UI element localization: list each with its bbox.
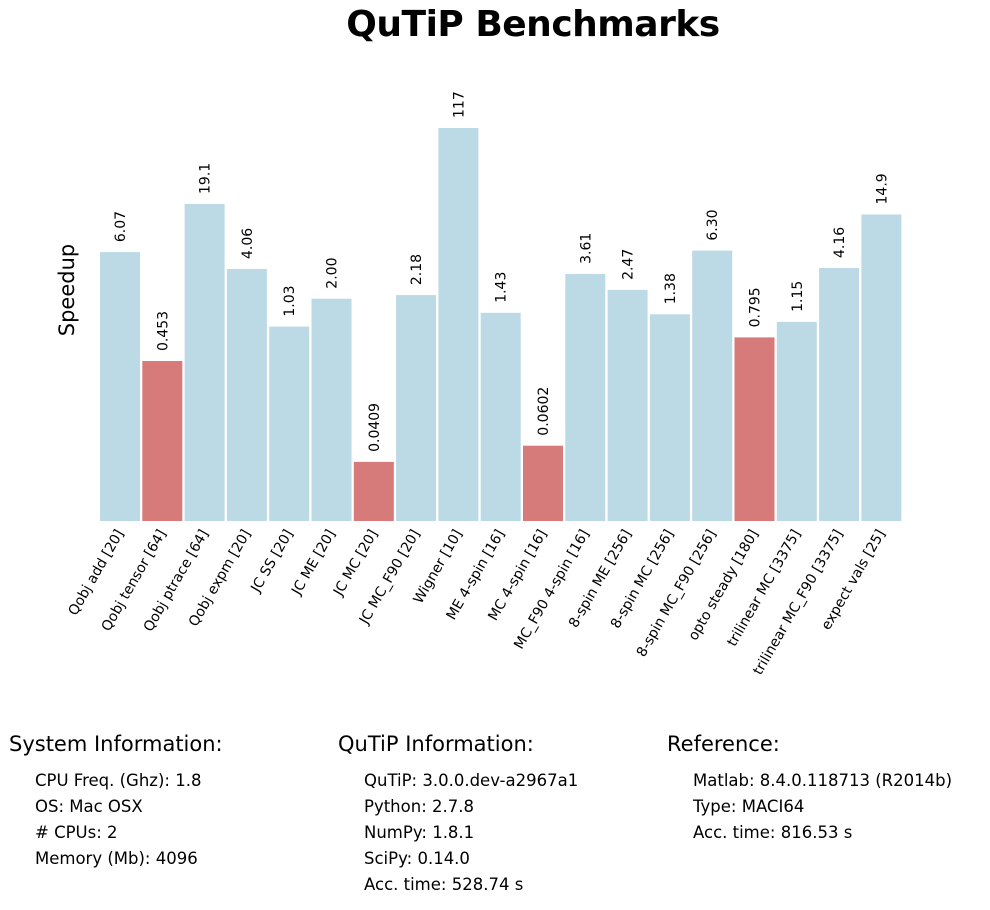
python-version-text: Python: 2.7.8 [364,797,474,816]
category-label-16: trilinear MC [3375] [724,527,804,649]
bar-0 [100,252,140,521]
cpu-count-text: # CPUs: 2 [35,823,118,842]
category-label-11: MC_F90 4-spin [16] [511,527,592,652]
bar-value-label-6: 0.0409 [367,403,383,452]
bar-10 [523,445,563,521]
bar-value-label-14: 6.30 [705,209,721,240]
bar-5 [311,298,352,521]
bar-2 [184,204,225,521]
reference-title: Reference: [667,732,780,756]
bar-value-label-10: 0.0602 [536,387,552,436]
memory-text: Memory (Mb): 4096 [35,849,198,868]
system-information-title: System Information: [9,732,223,756]
bar-3 [226,269,267,521]
bar-value-label-1: 0.453 [155,311,171,351]
bar-6 [353,461,394,521]
chart-title: QuTiP Benchmarks [346,4,720,45]
os-text: OS: Mac OSX [35,797,143,816]
bar-4 [269,326,310,521]
bar-9 [480,312,521,521]
bar-1 [142,361,183,521]
reference-acc-time-text: Acc. time: 816.53 s [693,823,853,842]
bar-value-label-13: 1.38 [663,273,679,304]
qutip-version-text: QuTiP: 3.0.0.dev-a2967a1 [364,771,579,790]
bar-11 [565,273,606,521]
bar-18 [861,214,902,521]
bar-value-label-16: 1.15 [790,281,806,312]
bar-7 [396,295,437,521]
cpu-frequency-text: CPU Freq. (Ghz): 1.8 [35,771,202,790]
bars-layer [100,128,902,521]
qutip-acc-time-text: Acc. time: 528.74 s [364,875,524,894]
bar-14 [692,250,733,521]
bar-value-label-17: 4.16 [832,227,848,258]
bar-value-label-3: 4.06 [240,228,256,259]
bar-value-label-2: 19.1 [198,163,214,194]
reference-type-text: Type: MACI64 [693,797,805,816]
bar-value-label-4: 1.03 [282,285,298,316]
bar-value-label-12: 2.47 [621,249,637,280]
matlab-version-text: Matlab: 8.4.0.118713 (R2014b) [693,771,953,790]
bar-15 [734,337,775,521]
bar-16 [776,321,817,521]
bar-12 [607,289,648,521]
category-label-4: JC SS [20] [248,527,297,596]
bar-8 [438,128,479,521]
bar-value-label-11: 3.61 [578,233,594,264]
bar-value-label-15: 0.795 [748,287,764,327]
bar-17 [819,268,860,521]
system-information-panel: System Information: CPU Freq. (Ghz): 1.8… [9,732,223,872]
category-label-14: 8-spin MC_F90 [256] [634,527,720,660]
bar-value-label-18: 14.9 [874,173,890,204]
qutip-information-title: QuTiP Information: [338,732,534,756]
bar-13 [649,314,690,521]
qutip-information-panel: QuTiP Information: QuTiP: 3.0.0.dev-a296… [338,732,578,898]
bar-value-label-8: 117 [451,91,467,118]
scipy-version-text: SciPy: 0.14.0 [364,849,470,868]
numpy-version-text: NumPy: 1.8.1 [364,823,475,842]
bar-value-label-7: 2.18 [409,254,425,285]
reference-panel: Reference: Matlab: 8.4.0.118713 (R2014b)… [667,732,952,846]
bar-value-label-0: 6.07 [113,211,129,242]
y-axis-label: Speedup [55,244,79,336]
bar-value-label-5: 2.00 [325,258,341,289]
bar-value-label-9: 1.43 [494,272,510,303]
